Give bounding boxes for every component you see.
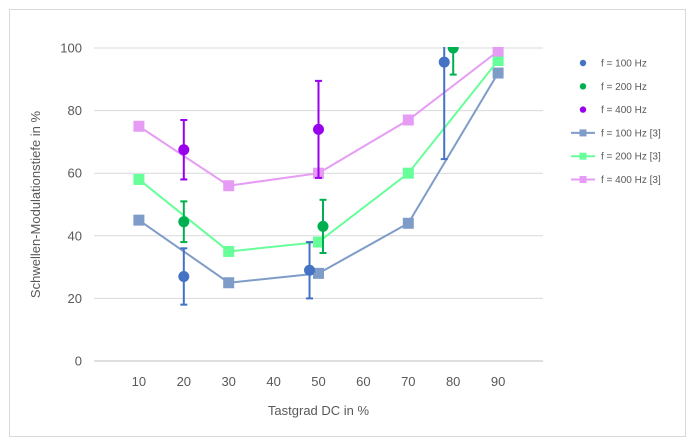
legend-item-f-400-hz-3: f = 400 Hz [3]: [571, 175, 661, 186]
series-f-400-hz-3-marker-30: [223, 180, 235, 192]
series-f-100-hz-3-marker-70: [402, 217, 414, 229]
y-tick-label-100: 100: [60, 41, 82, 56]
legend-item-f-400-hz: f = 400 Hz: [579, 105, 647, 116]
series-f-100-hz-3-marker-30: [223, 277, 235, 289]
x-tick-label-50: 50: [311, 374, 325, 389]
legend-item-f-200-hz: f = 200 Hz: [579, 82, 647, 93]
y-axis-title: Schwellen-Modulationstiefe in %: [28, 110, 43, 298]
legend-item-f-400-hz-3-marker: [579, 176, 587, 183]
series-f-100-hz-point-48: [304, 264, 316, 276]
series-f-100-hz-3-marker-10: [133, 214, 145, 226]
legend-item-f-200-hz-3: f = 200 Hz [3]: [571, 152, 661, 163]
series-f-400-hz-3-marker-70: [402, 114, 414, 126]
series-f-200-hz-3-marker-50: [313, 236, 324, 248]
series-f-100-hz-3-marker-50: [313, 267, 324, 279]
series-f-200-hz-point-20: [178, 216, 190, 228]
series-f-200-hz-3-marker-90: [492, 55, 504, 67]
y-tick-label-40: 40: [68, 228, 82, 243]
x-tick-label-60: 60: [356, 374, 370, 389]
series-f-100-hz-point-20: [178, 270, 190, 282]
y-tick-label-80: 80: [68, 103, 82, 118]
x-tick-label-10: 10: [132, 374, 146, 389]
legend-item-f-100-hz-3-label: f = 100 Hz [3]: [601, 128, 661, 139]
plot-area: [133, 47, 504, 306]
legend-item-f-400-hz-3-label: f = 400 Hz [3]: [601, 175, 661, 186]
series-f-200-hz-3-marker-30: [223, 245, 235, 257]
line-scatter-chart: 0 20 40 60 80 100 10 20 30 40 50 60 70 80 90 Tastgrad D…: [28, 41, 661, 419]
series-f-200-hz-point-51: [317, 220, 329, 232]
legend-item-f-100-hz-label: f = 100 Hz: [601, 59, 647, 70]
series-f-400-hz-3-marker-10: [133, 120, 145, 132]
legend-item-f-200-hz-label: f = 200 Hz: [601, 82, 647, 93]
y-tick-label-20: 20: [68, 291, 82, 306]
chart-frame: 0 20 40 60 80 100 10 20 30 40 50 60 70 80 90 Tastgrad D…: [9, 9, 686, 437]
legend-item-f-200-hz-marker: [579, 83, 587, 90]
x-tick-label-40: 40: [266, 374, 280, 389]
series-f-400-hz-point-20: [178, 144, 190, 156]
y-tick-label-60: 60: [68, 166, 82, 181]
series-f-400-hz-point-50: [313, 123, 324, 135]
legend-item-f-200-hz-3-marker: [579, 152, 587, 160]
legend-item-f-400-hz-label: f = 400 Hz: [601, 105, 647, 116]
x-tick-label-70: 70: [401, 374, 415, 389]
legend-item-f-100-hz-marker: [579, 59, 587, 67]
legend: f = 100 Hz f = 200 Hz f = 400 Hz f = 100 Hz…: [571, 59, 661, 186]
series-f-200-hz-point-80: [447, 47, 459, 54]
x-tick-label-30: 30: [221, 374, 235, 389]
legend-item-f-100-hz-3-marker: [579, 129, 587, 137]
x-tick-label-20: 20: [177, 374, 191, 389]
series-f-400-hz-3-marker-90: [492, 47, 504, 57]
x-tick-label-90: 90: [491, 374, 505, 389]
legend-item-f-100-hz: f = 100 Hz: [579, 59, 647, 70]
series-f-200-hz-3-marker-10: [133, 173, 145, 185]
y-tick-label-0: 0: [75, 354, 82, 369]
legend-item-f-200-hz-3-label: f = 200 Hz [3]: [601, 152, 661, 163]
legend-item-f-400-hz-marker: [579, 106, 587, 113]
series-f-100-hz-point-78: [438, 56, 450, 68]
x-tick-label-80: 80: [446, 374, 460, 389]
x-axis-title: Tastgrad DC in %: [268, 403, 370, 418]
legend-item-f-100-hz-3: f = 100 Hz [3]: [571, 128, 661, 139]
series-f-100-hz-3-marker-90: [492, 67, 504, 79]
series-f-200-hz-3-marker-70: [402, 167, 414, 179]
